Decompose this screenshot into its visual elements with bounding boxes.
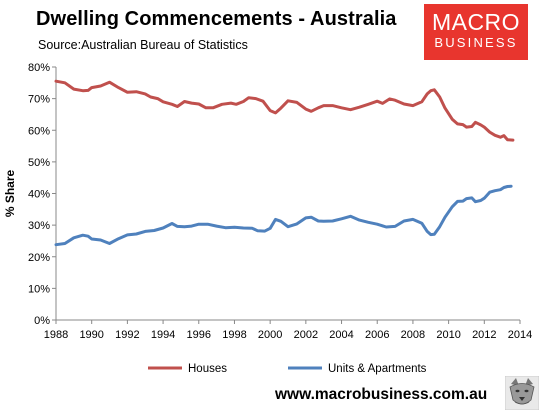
macrobusiness-logo: MACRO BUSINESS [424,4,528,60]
x-tick-label: 1998 [222,329,246,341]
y-tick-label: 70% [28,94,50,106]
page-title: Dwelling Commencements - Australia [36,8,397,30]
x-tick-label: 2006 [365,329,389,341]
legend-label: Houses [188,363,227,375]
x-tick-label: 2008 [401,329,425,341]
series-line-houses [54,79,515,142]
legend-label: Units & Apartments [328,363,427,375]
y-tick-label: 50% [28,157,50,169]
y-tick-label: 80% [28,62,50,74]
x-tick-label: 2012 [472,329,496,341]
source-note: Source:Australian Bureau of Statistics [38,38,248,52]
x-tick-label: 2010 [436,329,460,341]
y-tick-label: 40% [28,189,50,201]
x-tick-label: 1990 [79,329,103,341]
y-axis-label: % Share [3,169,17,217]
x-tick-label: 2002 [294,329,318,341]
y-tick-label: 0% [34,315,50,327]
x-tick-label: 2004 [329,329,353,341]
x-tick-label: 1988 [44,329,68,341]
y-tick-label: 10% [28,283,50,295]
x-tick-label: 1996 [187,329,211,341]
x-tick-label: 2014 [508,329,532,341]
y-tick-label: 30% [28,220,50,232]
logo-line-business: BUSINESS [434,35,518,50]
x-tick-label: 1992 [115,329,139,341]
y-tick-label: 60% [28,125,50,137]
wolf-icon [505,376,539,410]
logo-line-macro: MACRO [431,9,521,35]
y-tick-label: 20% [28,252,50,264]
x-tick-label: 1994 [151,329,175,341]
website-url: www.macrobusiness.com.au [275,386,488,403]
series-line-units-apartments [54,184,513,247]
x-tick-label: 2000 [258,329,282,341]
